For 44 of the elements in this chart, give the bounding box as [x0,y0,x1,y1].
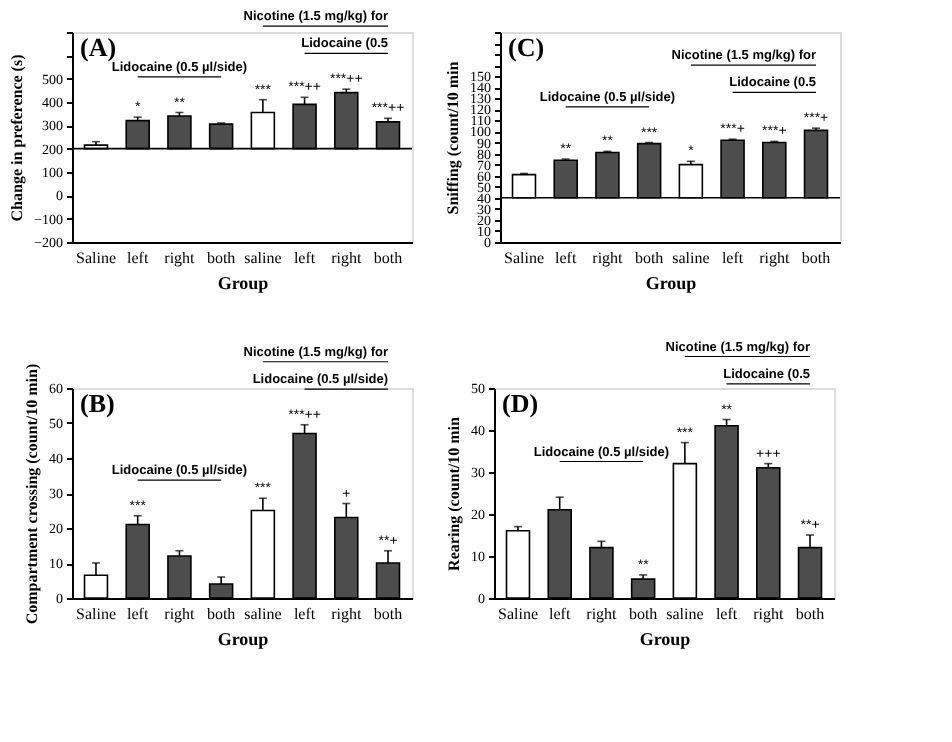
x-tick-label: both [628,605,658,623]
x-tick-label: both [373,249,403,267]
x-tick-label: right [753,605,785,623]
x-tick-label: both [373,605,403,623]
x-tick-label: left [715,605,739,623]
y-axis-title: Sniffing (count/10 min [444,60,462,215]
x-axis-title: Group [217,629,269,649]
x-tick-label: saline [666,605,705,623]
x-tick-label: left [127,249,150,267]
x-tick-label: right [164,605,197,623]
x-tick-label: right [164,249,197,267]
y-axis-title: Compartment crossing (count/10 min) [23,363,41,625]
x-tick-label: left [127,605,150,623]
x-tick-label: both [801,249,831,267]
chart-title: (D) [502,388,539,418]
x-tick-label: Saline [75,605,117,623]
chart-title: (B) [80,388,115,418]
x-tick-label: Saline [503,249,545,267]
x-tick-label: saline [672,249,711,267]
x-tick-label: left [549,605,572,623]
x-tick-label: both [206,249,236,267]
x-tick-label: right [759,249,791,267]
x-tick-label: Saline [75,249,117,267]
x-axis-title: Group [645,273,697,293]
x-tick-label: left [293,605,317,623]
x-axis-title: Group [639,629,691,649]
x-tick-label: both [795,605,825,623]
x-tick-label: Saline [497,605,539,623]
x-tick-label: left [293,249,317,267]
x-tick-label: right [331,249,363,267]
x-tick-label: left [555,249,578,267]
chart-title: (C) [508,32,545,62]
x-tick-label: left [721,249,745,267]
x-tick-label: both [634,249,664,267]
x-tick-label: right [331,605,363,623]
x-tick-label: right [592,249,625,267]
x-tick-label: saline [244,249,283,267]
chart-title: (A) [80,32,117,62]
x-axis-title: Group [217,273,269,293]
x-tick-label: both [206,605,236,623]
x-tick-label: saline [244,605,283,623]
x-tick-label: right [586,605,619,623]
y-axis-title: Rearing (count/10 min [445,416,463,571]
y-axis-title: Change in preference (s) [8,53,27,222]
